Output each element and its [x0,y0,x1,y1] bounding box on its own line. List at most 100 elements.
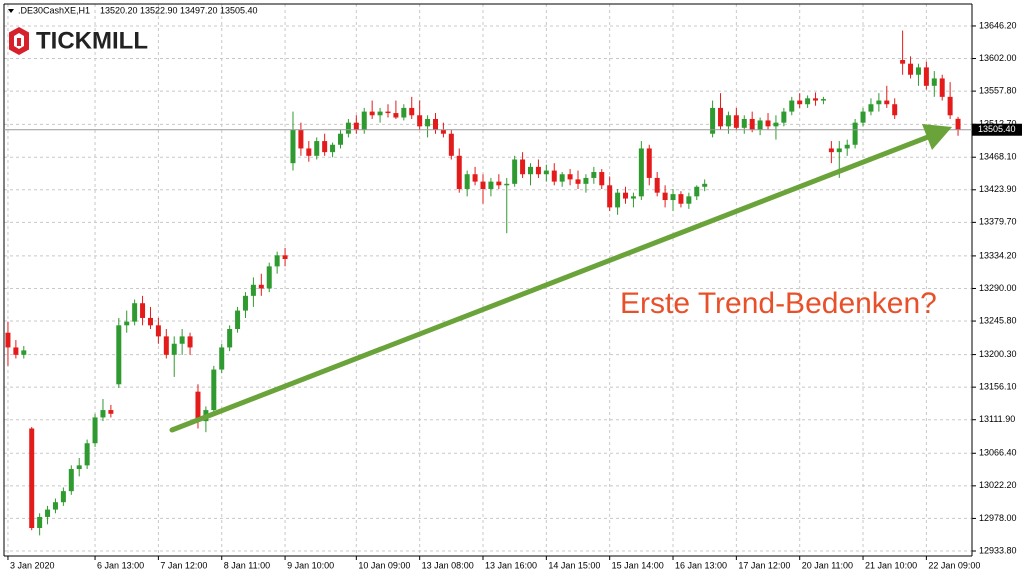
candle-body [820,99,826,101]
logo-text: TICKMILL [36,27,148,54]
candle-body [266,266,272,289]
candle-body [892,104,898,116]
candle-body [535,166,541,175]
candle-body [678,194,684,204]
y-tick-label: 13512.70 [979,119,1017,129]
candle-body [274,255,280,267]
candle-body [21,350,27,355]
candle-body [417,115,423,127]
candle-body [915,67,921,75]
y-tick-label: 13334.20 [979,250,1017,260]
y-tick-label: 13111.90 [979,414,1015,424]
candle-body [163,336,169,355]
candle-body [353,122,359,131]
candle-body [480,181,486,189]
candle-body [638,148,644,197]
x-tick-label: 16 Jan 13:00 [675,560,727,570]
candle-body [781,111,787,123]
candle-body [401,107,407,118]
candle-body [361,111,367,131]
candle-body [448,133,454,156]
candle-body [520,159,526,175]
candle-body [876,100,882,105]
candle-body [630,196,636,199]
y-tick-label: 13290.00 [979,283,1017,293]
candle-body [187,336,193,348]
candle-body [725,115,731,127]
y-tick-label: 13423.90 [979,184,1017,194]
trend-arrow [169,124,952,433]
candle-body [543,170,549,175]
candle-body [385,111,391,114]
candle-body [314,141,320,156]
candle-body [757,120,763,131]
candle-body [528,166,534,175]
candle-body [583,177,589,184]
x-tick-label: 13 Jan 08:00 [422,560,474,570]
candle-body [884,100,890,105]
candle-body [749,118,755,131]
candle-body [250,284,256,296]
candle-body [765,120,771,127]
candle-body [100,410,106,418]
candle-body [369,111,375,116]
candle-body [844,144,850,149]
candle-body [931,78,937,86]
candle-body [733,115,739,128]
candle-body [615,192,621,208]
candle-body [29,428,35,528]
candle-body [306,148,312,156]
candle-body [718,107,724,127]
candle-body [140,303,146,318]
candle-body [947,96,953,116]
candle-body [108,410,114,414]
x-tick-label: 9 Jan 10:00 [287,560,334,570]
candle-body [797,100,803,105]
candle-body [440,130,446,134]
candle-body [330,144,336,153]
annotation: Erste Trend-Bedenken? [620,287,937,320]
x-tick-label: 8 Jan 11:00 [224,560,270,570]
candle-body [567,174,573,180]
candle-body [923,67,929,86]
candle-body [662,192,668,201]
candle-body [868,104,874,112]
candle-body [68,469,74,492]
y-tick-label: 13602.00 [979,53,1017,63]
y-tick-label: 13245.80 [979,315,1017,325]
candle-body [337,133,343,145]
x-tick-label: 15 Jan 14:00 [612,560,664,570]
candle-body [559,174,565,182]
candle-body [900,60,906,64]
candle-body [322,141,328,153]
candle-body [654,177,660,193]
x-tick-label: 7 Jan 12:00 [160,560,207,570]
candle-body [432,118,438,131]
candle-body [591,172,597,178]
candle-body [211,369,217,411]
candle-body [464,174,470,189]
candle-body [37,516,43,528]
candle-body [52,502,58,510]
candle-body [124,321,130,326]
candle-body [5,332,11,348]
y-tick-label: 12978.00 [979,513,1017,523]
candles [5,30,961,536]
candle-body [258,284,264,289]
candle-body [13,347,19,355]
candle-body [551,170,557,182]
candle-body [227,329,233,348]
candle-body [456,155,462,189]
candle-body [425,118,431,127]
candle-body [789,100,795,112]
candle-body [694,186,700,197]
candle-body [345,122,351,134]
y-tick-label: 13200.30 [979,349,1017,359]
current-price-label: 13505.40 [978,124,1016,134]
x-tick-label: 21 Jan 10:00 [865,560,917,570]
candle-body [813,98,819,101]
candle-body [908,63,914,75]
candle-body [195,391,201,422]
